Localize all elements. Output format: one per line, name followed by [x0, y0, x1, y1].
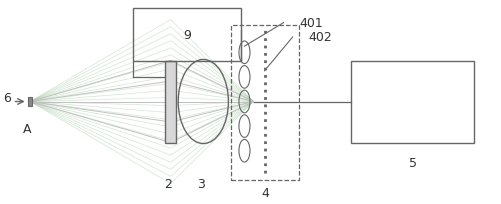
- Text: 3: 3: [196, 177, 204, 190]
- Bar: [133, 9, 240, 61]
- Text: 4: 4: [261, 186, 269, 199]
- Bar: [230, 26, 298, 181]
- Bar: [165, 61, 176, 143]
- Text: 6: 6: [4, 91, 12, 104]
- Text: A: A: [24, 122, 32, 135]
- Text: 9: 9: [182, 29, 190, 42]
- Text: 2: 2: [164, 177, 172, 190]
- Text: 5: 5: [408, 157, 416, 170]
- Bar: [351, 61, 473, 143]
- Text: 401: 401: [299, 17, 323, 30]
- Text: 402: 402: [308, 31, 332, 44]
- Bar: [28, 98, 32, 106]
